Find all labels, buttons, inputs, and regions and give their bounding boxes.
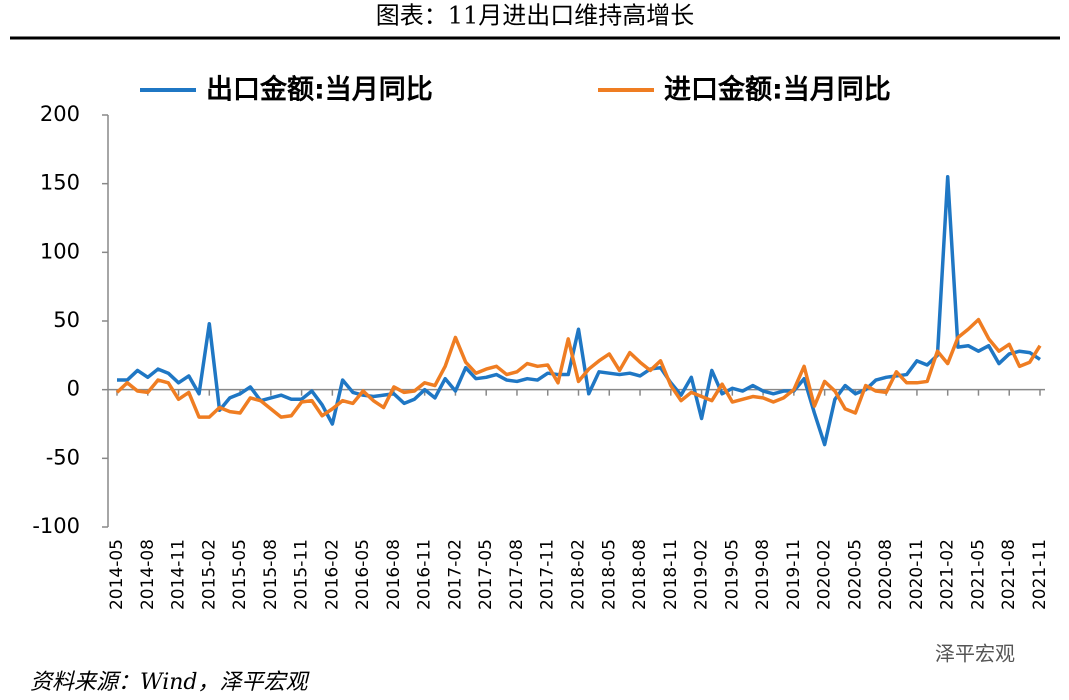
y-tick-label: 100 bbox=[40, 239, 80, 263]
x-tick-label: 2018-11 bbox=[661, 539, 681, 610]
x-tick-label: 2015-08 bbox=[261, 539, 281, 610]
y-tick-label: 0 bbox=[67, 377, 80, 401]
y-tick-label: 200 bbox=[40, 102, 80, 126]
x-tick-label: 2019-08 bbox=[753, 539, 773, 610]
x-tick-label: 2021-11 bbox=[1030, 539, 1050, 610]
x-tick-label: 2020-08 bbox=[876, 539, 896, 610]
x-tick-label: 2021-02 bbox=[938, 539, 958, 610]
x-tick-label: 2019-02 bbox=[692, 539, 712, 610]
x-tick-label: 2014-11 bbox=[169, 539, 189, 610]
x-tick-label: 2018-02 bbox=[569, 539, 589, 610]
legend-label: 出口金额:当月同比 bbox=[206, 74, 433, 106]
x-tick-label: 2020-02 bbox=[815, 539, 835, 610]
x-tick-label: 2017-08 bbox=[507, 539, 527, 610]
x-tick-label: 2020-11 bbox=[907, 539, 927, 610]
y-tick-label: 50 bbox=[53, 308, 80, 332]
x-tick-label: 2017-02 bbox=[445, 539, 465, 610]
legend-label: 进口金额:当月同比 bbox=[664, 74, 891, 106]
x-tick-label: 2016-08 bbox=[384, 539, 404, 610]
x-tick-label: 2017-11 bbox=[538, 539, 558, 610]
x-tick-label: 2015-02 bbox=[199, 539, 219, 610]
watermark: 泽平宏观 bbox=[935, 642, 1015, 666]
x-tick-label: 2014-05 bbox=[107, 539, 127, 610]
x-tick-label: 2019-05 bbox=[722, 539, 742, 610]
x-tick-label: 2015-11 bbox=[292, 539, 312, 610]
x-tick-label: 2016-02 bbox=[322, 539, 342, 610]
x-tick-label: 2016-11 bbox=[415, 539, 435, 610]
x-tick-label: 2019-11 bbox=[784, 539, 804, 610]
x-tick-label: 2021-08 bbox=[999, 539, 1019, 610]
source-note: 资料来源：Wind，泽平宏观 bbox=[30, 670, 311, 695]
x-tick-label: 2016-05 bbox=[353, 539, 373, 610]
x-tick-label: 2020-05 bbox=[845, 539, 865, 610]
chart-title: 图表：11月进出口维持高增长 bbox=[376, 2, 695, 30]
y-tick-label: -50 bbox=[46, 445, 80, 469]
x-tick-label: 2018-05 bbox=[599, 539, 619, 610]
series-line bbox=[117, 175, 1041, 447]
y-tick-label: 150 bbox=[40, 171, 80, 195]
x-tick-label: 2021-05 bbox=[968, 539, 988, 610]
x-tick-label: 2014-08 bbox=[138, 539, 158, 610]
x-tick-label: 2015-05 bbox=[230, 539, 250, 610]
series-line bbox=[115, 317, 1042, 419]
x-tick-label: 2017-05 bbox=[476, 539, 496, 610]
x-tick-label: 2018-08 bbox=[630, 539, 650, 610]
y-tick-label: -100 bbox=[32, 514, 80, 538]
